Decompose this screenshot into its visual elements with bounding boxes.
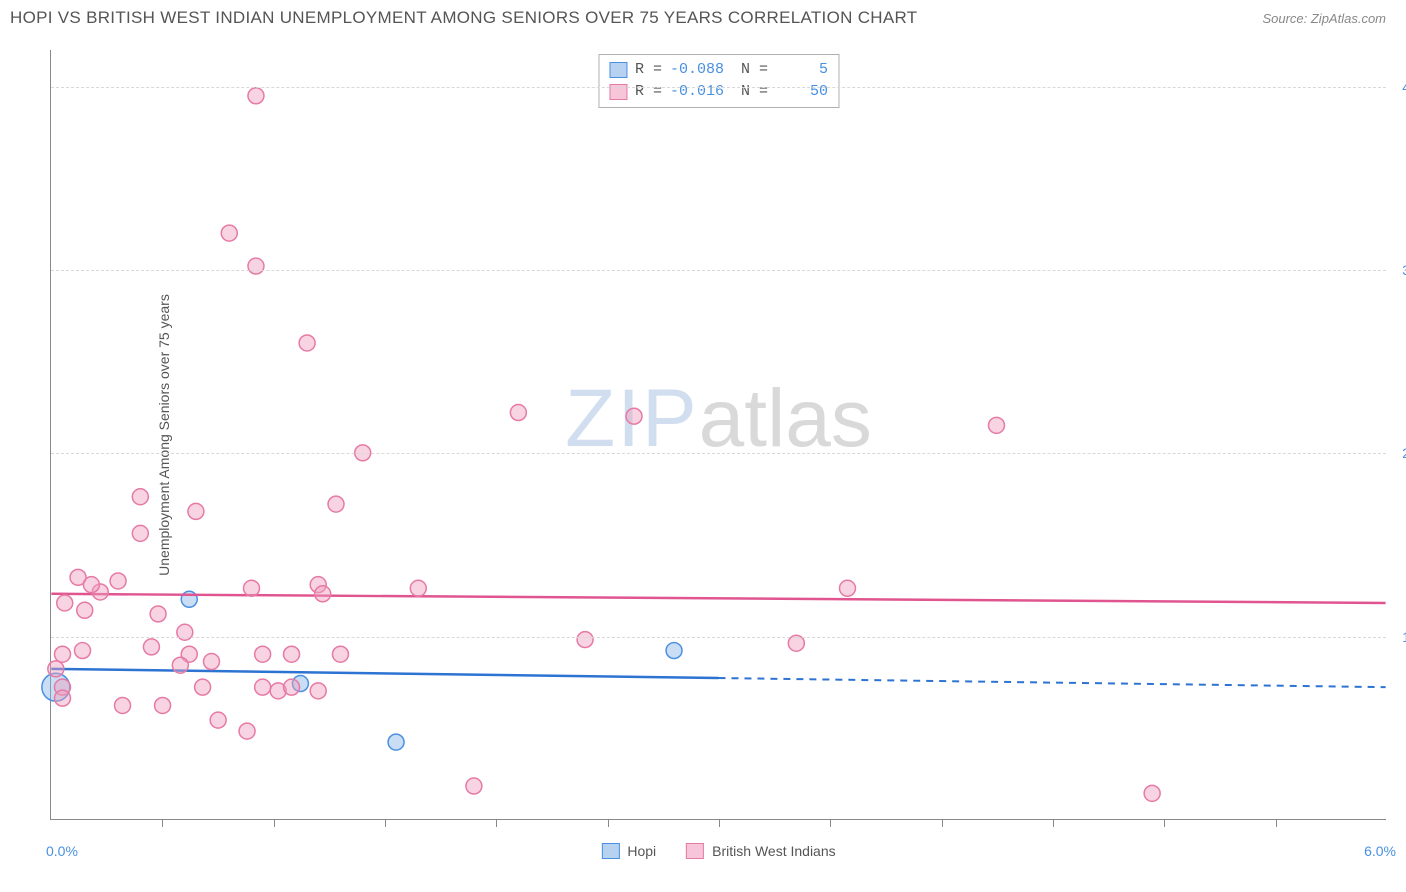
gridline [51,637,1386,638]
swatch-hopi-icon [601,843,619,859]
correlation-row-bwi: R = -0.016 N = 50 [609,81,828,103]
legend-item-hopi: Hopi [601,843,656,859]
x-tick [385,819,386,827]
x-tick [1276,819,1277,827]
y-tick-label: 10.0% [1402,629,1406,645]
r-value-hopi: -0.088 [670,59,724,81]
x-tick [1164,819,1165,827]
x-tick [162,819,163,827]
x-tick [719,819,720,827]
n-value-hopi: 5 [776,59,828,81]
series-legend: Hopi British West Indians [601,843,835,859]
chart-source: Source: ZipAtlas.com [1262,11,1386,26]
scatter-svg [51,50,1386,819]
x-tick [274,819,275,827]
x-tick [608,819,609,827]
y-tick-label: 40.0% [1402,79,1406,95]
r-label: R = [635,59,662,81]
n-label: N = [732,81,768,103]
y-tick-label: 20.0% [1402,445,1406,461]
x-axis-min-label: 0.0% [46,843,78,859]
x-tick [942,819,943,827]
chart-header: HOPI VS BRITISH WEST INDIAN UNEMPLOYMENT… [0,0,1406,32]
n-value-bwi: 50 [776,81,828,103]
y-tick-label: 30.0% [1402,262,1406,278]
gridline [51,87,1386,88]
legend-item-bwi: British West Indians [686,843,835,859]
x-axis-max-label: 6.0% [1364,843,1396,859]
legend-label-bwi: British West Indians [712,843,835,859]
correlation-legend: R = -0.088 N = 5 R = -0.016 N = 50 [598,54,839,108]
legend-label-hopi: Hopi [627,843,656,859]
n-label: N = [732,59,768,81]
x-tick [496,819,497,827]
correlation-row-hopi: R = -0.088 N = 5 [609,59,828,81]
x-tick [830,819,831,827]
x-tick [1053,819,1054,827]
swatch-hopi-icon [609,62,627,78]
swatch-bwi-icon [686,843,704,859]
chart-title: HOPI VS BRITISH WEST INDIAN UNEMPLOYMENT… [10,8,917,28]
r-value-bwi: -0.016 [670,81,724,103]
gridline [51,453,1386,454]
r-label: R = [635,81,662,103]
chart-plot-area: Unemployment Among Seniors over 75 years… [50,50,1386,820]
gridline [51,270,1386,271]
